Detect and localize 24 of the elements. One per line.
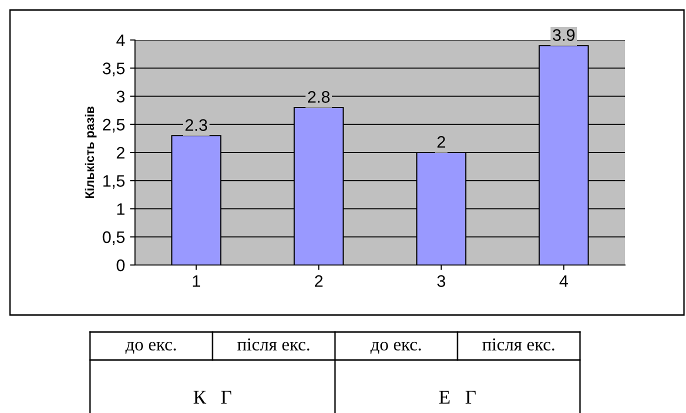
text: після екс. bbox=[237, 338, 310, 351]
data-label: 2 bbox=[437, 136, 446, 148]
y-tick-label: 2 bbox=[116, 146, 124, 159]
y-axis-title: Кількість разів bbox=[84, 106, 97, 198]
text: після екс. bbox=[482, 338, 554, 351]
x-tick-label: 2 bbox=[314, 275, 323, 287]
text: до екс. bbox=[125, 342, 176, 354]
y-tick-label: 3 bbox=[116, 90, 125, 102]
data-label: 3.9 bbox=[552, 29, 575, 41]
y-tick-label: 4 bbox=[116, 34, 125, 46]
data-label: 2.3 bbox=[186, 119, 208, 131]
x-tick-label: 1 bbox=[192, 275, 200, 287]
y-tick-label: 0 bbox=[116, 259, 125, 272]
y-tick-label: 2,5 bbox=[102, 118, 125, 133]
y-tick-label: 1 bbox=[117, 203, 124, 215]
text: Е Г bbox=[439, 390, 476, 404]
y-tick-label: 3,5 bbox=[102, 62, 125, 76]
text: до екс. bbox=[370, 342, 421, 354]
y-tick-label: 1,5 bbox=[103, 175, 125, 189]
data-label: 2.8 bbox=[308, 91, 330, 103]
text: К Г bbox=[194, 390, 232, 404]
y-tick-label: 0,5 bbox=[102, 231, 125, 246]
x-tick-label: 3 bbox=[437, 275, 446, 287]
x-tick-label: 4 bbox=[560, 275, 568, 287]
